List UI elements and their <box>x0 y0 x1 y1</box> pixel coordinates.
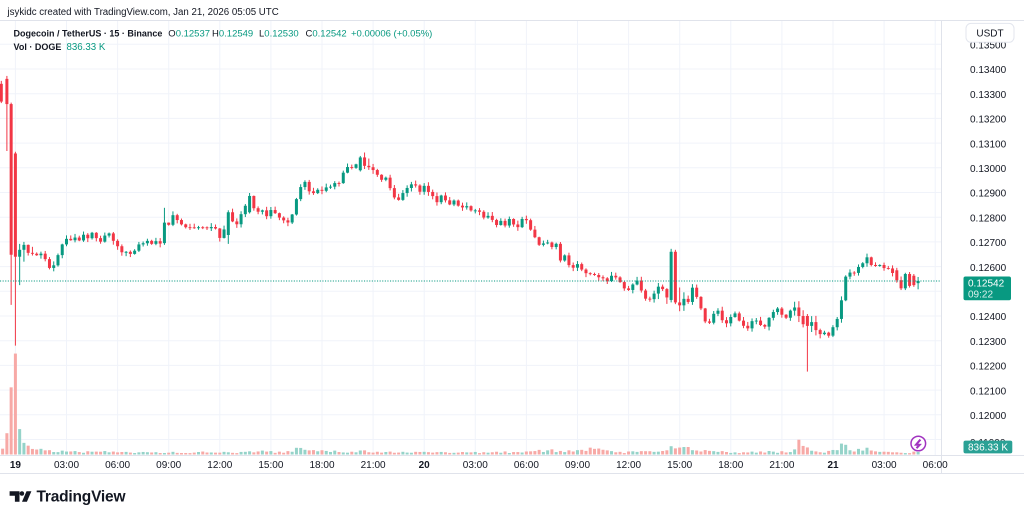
svg-text:15:00: 15:00 <box>667 460 692 471</box>
svg-text:18:00: 18:00 <box>718 460 743 471</box>
svg-text:19: 19 <box>10 460 22 471</box>
svg-text:Dogecoin / TetherUS · 15 · Bin: Dogecoin / TetherUS · 15 · Binance <box>14 29 163 39</box>
svg-text:21:00: 21:00 <box>361 460 386 471</box>
svg-text:836.33 K: 836.33 K <box>67 42 106 53</box>
svg-text:03:00: 03:00 <box>463 460 488 471</box>
svg-text:0.12800: 0.12800 <box>970 213 1007 224</box>
svg-text:0.12600: 0.12600 <box>970 263 1007 274</box>
svg-text:0.13300: 0.13300 <box>970 90 1007 101</box>
svg-text:18:00: 18:00 <box>309 460 334 471</box>
svg-text:09:22: 09:22 <box>968 290 993 301</box>
svg-text:USDT: USDT <box>976 28 1003 39</box>
svg-text:06:00: 06:00 <box>514 460 539 471</box>
svg-text:12:00: 12:00 <box>616 460 641 471</box>
svg-text:0.12300: 0.12300 <box>970 337 1007 348</box>
svg-text:0.13200: 0.13200 <box>970 115 1007 126</box>
svg-text:0.13000: 0.13000 <box>970 164 1007 175</box>
svg-text:03:00: 03:00 <box>872 460 897 471</box>
svg-text:21: 21 <box>827 460 839 471</box>
svg-text:0.12700: 0.12700 <box>970 238 1007 249</box>
svg-text:0.12000: 0.12000 <box>970 411 1007 422</box>
svg-text:12:00: 12:00 <box>207 460 232 471</box>
svg-text:06:00: 06:00 <box>923 460 948 471</box>
svg-text:20: 20 <box>419 460 431 471</box>
svg-text:0.13100: 0.13100 <box>970 139 1007 150</box>
svg-text:06:00: 06:00 <box>105 460 130 471</box>
svg-text:0.12100: 0.12100 <box>970 386 1007 397</box>
svg-text:jsykidc created with TradingVi: jsykidc created with TradingView.com, Ja… <box>7 7 279 18</box>
svg-text:Vol · DOGE: Vol · DOGE <box>14 42 62 52</box>
svg-text:21:00: 21:00 <box>769 460 794 471</box>
svg-text:09:00: 09:00 <box>156 460 181 471</box>
svg-text:836.33 K: 836.33 K <box>968 443 1008 454</box>
svg-text:0.12900: 0.12900 <box>970 189 1007 200</box>
svg-text:09:00: 09:00 <box>565 460 590 471</box>
svg-text:0.13500: 0.13500 <box>970 41 1007 52</box>
svg-text:03:00: 03:00 <box>54 460 79 471</box>
svg-text:0.12200: 0.12200 <box>970 362 1007 373</box>
svg-text:TradingView: TradingView <box>37 489 127 506</box>
svg-text:15:00: 15:00 <box>258 460 283 471</box>
svg-text:0.13400: 0.13400 <box>970 65 1007 76</box>
svg-text:0.12400: 0.12400 <box>970 312 1007 323</box>
svg-text:0.12542: 0.12542 <box>968 279 1005 290</box>
